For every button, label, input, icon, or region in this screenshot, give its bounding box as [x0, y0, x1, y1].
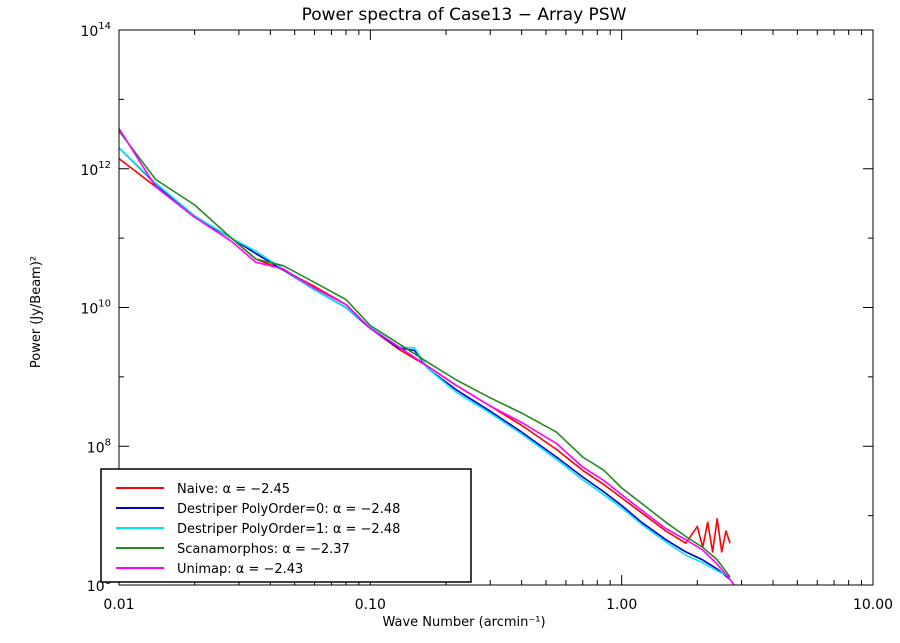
y-tick-label: 1014 [80, 21, 111, 40]
legend-entry-0: Naive: α = −2.45 [177, 482, 290, 497]
legend-entry-2: Destriper PolyOrder=1: α = −2.48 [177, 522, 400, 537]
x-tick-label: 1.00 [606, 597, 637, 613]
series-line-2 [119, 147, 731, 578]
x-axis-title: Wave Number (arcmin⁻¹) [382, 615, 545, 630]
legend-entry-3: Scanamorphos: α = −2.37 [177, 542, 350, 557]
y-tick-label: 1012 [80, 160, 111, 179]
y-tick-label: 108 [87, 437, 111, 456]
series-layer [119, 128, 735, 585]
legend: Naive: α = −2.45 Destriper PolyOrder=0: α… [100, 468, 472, 583]
x-tick-label: 0.01 [103, 597, 134, 613]
x-tick-label: 10.00 [853, 597, 893, 613]
y-tick-label: 1010 [80, 299, 111, 318]
chart-title: Power spectra of Case13 − Array PSW [302, 5, 627, 25]
series-line-3 [119, 130, 731, 578]
x-tick-label: 0.10 [355, 597, 386, 613]
legend-entry-1: Destriper PolyOrder=0: α = −2.48 [177, 502, 400, 517]
series-line-4 [119, 128, 735, 585]
legend-entry-4: Unimap: α = −2.43 [177, 562, 303, 577]
y-axis-title: Power (Jy/Beam)² [29, 256, 44, 368]
series-line-1 [119, 147, 731, 581]
